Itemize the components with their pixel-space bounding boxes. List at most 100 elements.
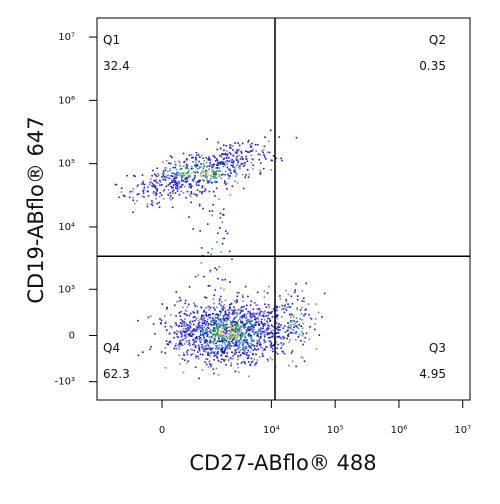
event-dot [215,354,218,356]
event-dot [214,316,217,319]
event-dot [159,323,162,325]
event-dot [242,344,244,346]
event-dot [240,336,243,338]
event-dot [205,176,208,178]
event-dot [253,312,255,314]
event-dot [174,180,177,182]
event-dot [176,182,178,185]
event-dot [221,301,223,303]
event-dot [303,360,306,362]
event-dot [157,182,160,185]
event-dot [173,177,176,180]
event-dot [273,308,275,311]
event-dot [263,341,265,344]
event-dot [218,318,220,320]
event-dot [229,307,231,310]
event-dot [235,151,237,153]
event-dot [219,319,222,321]
event-dot [217,347,220,349]
event-dot [266,292,269,294]
event-dot [197,171,199,174]
event-dot [241,320,244,323]
event-dot [162,178,164,181]
event-dot [190,312,192,315]
event-dot [228,340,230,343]
event-dot [218,300,221,303]
event-dot [204,348,206,351]
event-dot [285,300,288,303]
event-dot [300,325,302,327]
event-dot [182,352,185,354]
event-dot [255,362,257,364]
event-dot [230,172,232,174]
event-dot [213,302,215,305]
event-dot [238,331,241,333]
event-dot [202,353,204,356]
event-dot [230,147,232,149]
event-dot [178,180,180,183]
event-dot [284,303,287,306]
event-dot [168,162,170,164]
event-dot [194,164,197,167]
event-dot [243,352,245,355]
event-dot [227,344,229,346]
event-dot [193,341,195,344]
event-dot [240,321,242,324]
event-dot [262,331,265,333]
event-dot [220,304,223,307]
event-dot [232,342,235,344]
event-dot [195,354,197,357]
event-dot [291,303,294,305]
event-dot [244,317,247,319]
event-dot [137,354,140,357]
event-dot [187,333,190,335]
event-dot [237,142,239,144]
event-dot [226,188,228,190]
event-dot [160,319,163,322]
event-dot [229,320,232,322]
event-dot [176,184,179,187]
event-dot [200,175,202,177]
event-dot [217,331,219,333]
event-dot [165,160,168,162]
event-dot [183,323,185,325]
quadrant-name: Q2 [429,33,446,47]
event-dot [172,175,174,178]
event-dot [194,366,197,369]
event-dot [239,311,242,314]
event-dot [182,165,185,167]
event-dot [268,312,271,314]
event-dot [199,165,201,168]
event-dot [208,336,210,338]
event-dot [222,237,224,240]
event-dot [242,157,244,159]
event-dot [234,348,236,351]
event-dot [175,168,178,171]
event-dot [206,171,209,173]
event-dot [148,183,151,186]
event-dot [234,352,236,354]
event-dot [232,330,234,333]
event-dot [178,187,181,190]
event-dot [301,306,303,309]
event-dot [315,348,318,350]
event-dot [221,344,223,347]
event-dot [187,329,189,332]
event-dot [207,324,210,326]
event-dot [246,304,248,307]
event-dot [183,334,186,337]
event-dot [212,176,214,178]
event-dot [192,192,195,195]
event-dot [214,156,216,159]
event-dot [195,317,198,319]
event-dot [273,325,275,328]
event-dot [179,330,182,332]
event-dot [132,211,134,214]
event-dot [168,341,170,344]
event-dot [221,346,224,348]
event-dot [251,142,253,145]
event-dot [222,321,225,324]
event-dot [234,339,237,341]
event-dot [294,339,297,341]
event-dot [224,313,226,316]
